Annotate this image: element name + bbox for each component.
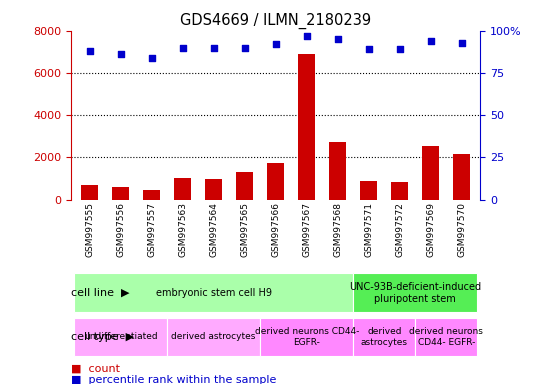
Bar: [205, 179, 222, 200]
Text: GSM997557: GSM997557: [147, 202, 156, 257]
Text: GSM997556: GSM997556: [116, 202, 125, 257]
Bar: [74, 318, 167, 356]
Bar: [329, 142, 346, 200]
Text: GSM997572: GSM997572: [395, 202, 405, 257]
Text: GSM997566: GSM997566: [271, 202, 280, 257]
Bar: [391, 182, 408, 200]
Point: [147, 55, 156, 61]
Text: derived
astrocytes: derived astrocytes: [361, 327, 408, 347]
Bar: [298, 54, 315, 200]
Point: [271, 41, 280, 47]
Text: derived neurons
CD44- EGFR-: derived neurons CD44- EGFR-: [410, 327, 483, 347]
Bar: [74, 273, 353, 312]
Bar: [236, 172, 253, 200]
Bar: [353, 273, 477, 312]
Text: GSM997563: GSM997563: [178, 202, 187, 257]
Text: GSM997569: GSM997569: [426, 202, 435, 257]
Point: [302, 33, 311, 39]
Bar: [422, 146, 440, 200]
Text: ■  count: ■ count: [71, 364, 120, 374]
Title: GDS4669 / ILMN_2180239: GDS4669 / ILMN_2180239: [180, 13, 371, 29]
Bar: [267, 163, 284, 200]
Point: [334, 36, 342, 42]
Text: cell type  ▶: cell type ▶: [71, 332, 134, 342]
Text: embryonic stem cell H9: embryonic stem cell H9: [156, 288, 272, 298]
Point: [85, 48, 94, 54]
Point: [116, 51, 125, 58]
Text: derived neurons CD44-
EGFR-: derived neurons CD44- EGFR-: [254, 327, 359, 347]
Bar: [143, 190, 160, 200]
Point: [179, 45, 187, 51]
Point: [209, 45, 218, 51]
Text: GSM997567: GSM997567: [302, 202, 311, 257]
Point: [458, 40, 466, 46]
Point: [364, 46, 373, 52]
Bar: [81, 185, 98, 200]
Text: GSM997555: GSM997555: [85, 202, 94, 257]
Text: UNC-93B-deficient-induced
pluripotent stem: UNC-93B-deficient-induced pluripotent st…: [349, 282, 482, 304]
Bar: [174, 177, 191, 200]
Text: GSM997568: GSM997568: [333, 202, 342, 257]
Bar: [112, 187, 129, 200]
Text: undifferentiated: undifferentiated: [84, 333, 157, 341]
Bar: [453, 154, 471, 200]
Bar: [353, 318, 416, 356]
Text: GSM997564: GSM997564: [209, 202, 218, 257]
Point: [426, 38, 435, 44]
Text: ■  percentile rank within the sample: ■ percentile rank within the sample: [71, 375, 276, 384]
Point: [395, 46, 404, 52]
Point: [240, 45, 249, 51]
Bar: [167, 318, 260, 356]
Bar: [416, 318, 477, 356]
Text: derived astrocytes: derived astrocytes: [171, 333, 256, 341]
Text: GSM997570: GSM997570: [458, 202, 466, 257]
Text: GSM997565: GSM997565: [240, 202, 249, 257]
Text: GSM997571: GSM997571: [364, 202, 373, 257]
Text: cell line  ▶: cell line ▶: [71, 288, 129, 298]
Bar: [260, 318, 353, 356]
Bar: [360, 181, 377, 200]
